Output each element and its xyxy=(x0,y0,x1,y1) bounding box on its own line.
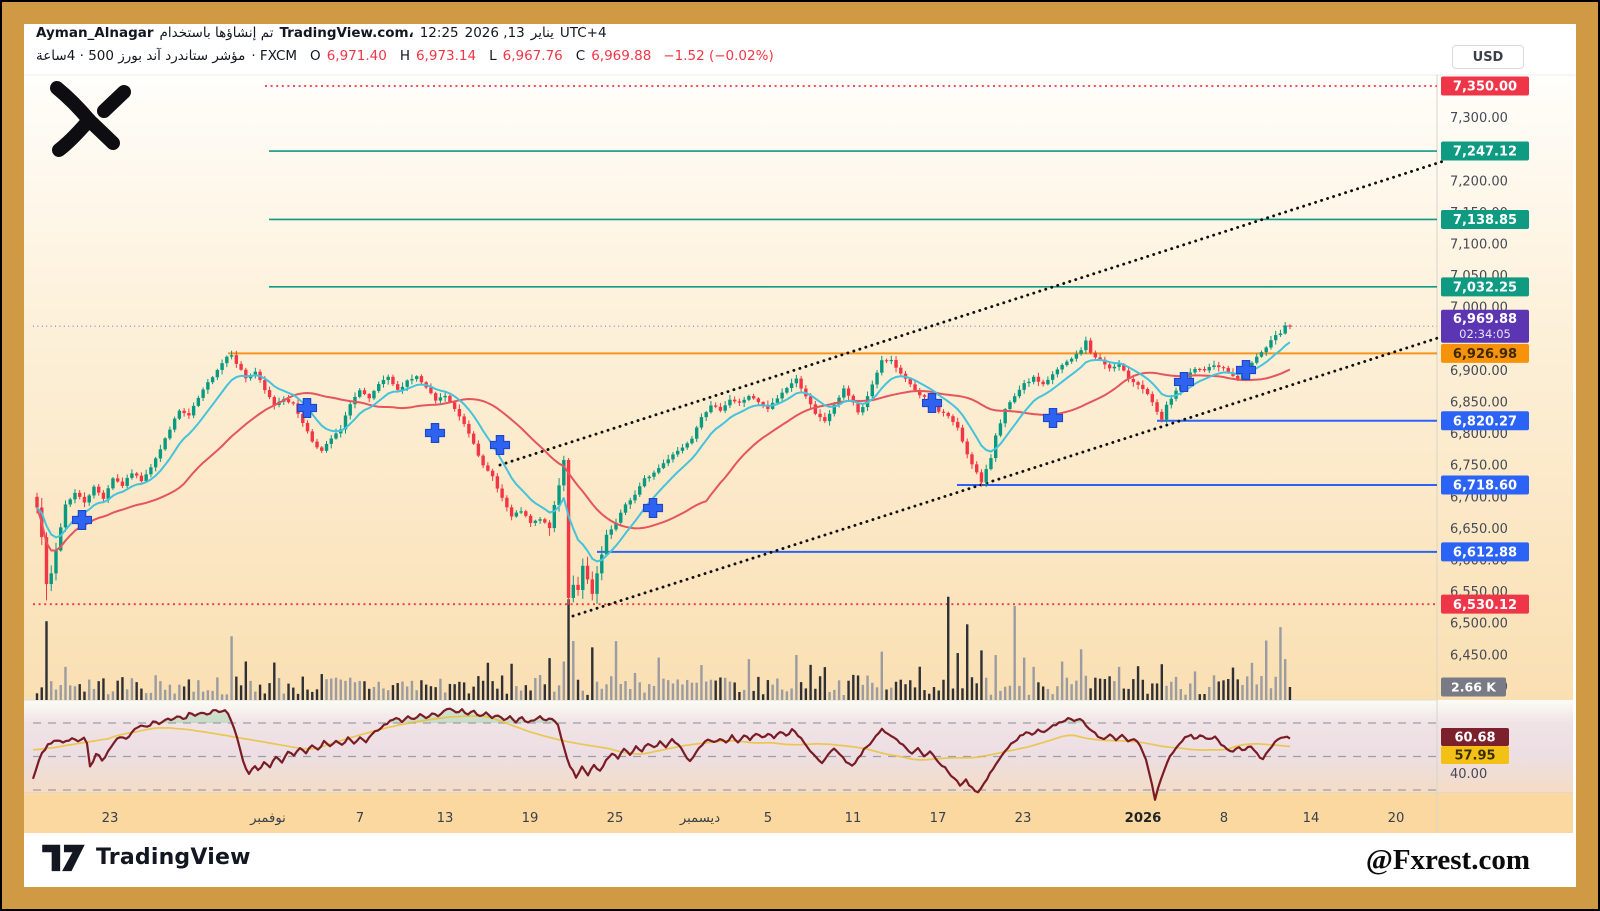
svg-text:7: 7 xyxy=(356,811,364,826)
svg-text:6,850.00: 6,850.00 xyxy=(1450,396,1508,411)
change-value: −1.52 (−0.02%) xyxy=(663,48,774,64)
symbol-name[interactable]: مؤشر ستاندرد آند بورز 500 · 4ساعة xyxy=(36,48,246,64)
svg-text:6,969.88: 6,969.88 xyxy=(1453,312,1517,327)
svg-text:17: 17 xyxy=(930,811,947,826)
svg-text:6,450.00: 6,450.00 xyxy=(1450,648,1508,663)
plus-markers xyxy=(71,360,1257,530)
currency-toggle-button[interactable]: USD xyxy=(1452,45,1524,69)
tradingview-logo-icon xyxy=(42,844,85,872)
svg-text:6,800.00: 6,800.00 xyxy=(1450,427,1508,442)
svg-text:6,926.98: 6,926.98 xyxy=(1453,347,1517,362)
svg-text:6,718.60: 6,718.60 xyxy=(1453,479,1517,494)
snapshot-month: يناير xyxy=(530,25,554,41)
username: Ayman_Alnagar xyxy=(36,25,154,41)
svg-text:57.95: 57.95 xyxy=(1454,749,1495,764)
footer-brand[interactable]: TradingView xyxy=(40,840,251,874)
svg-text:6,500.00: 6,500.00 xyxy=(1450,617,1508,632)
snapshot-timezone: UTC+4 xyxy=(559,25,607,41)
svg-text:60.68: 60.68 xyxy=(1454,731,1495,746)
open-value: 6,971.40 xyxy=(326,48,387,64)
created-with-label: تم إنشاؤها باستخدام xyxy=(159,25,274,41)
svg-text:7,350.00: 7,350.00 xyxy=(1453,80,1517,95)
open-label: O xyxy=(310,48,321,64)
snapshot-time: 12:25 xyxy=(419,25,459,41)
chart-background xyxy=(24,74,1576,833)
svg-text:6,820.27: 6,820.27 xyxy=(1453,414,1517,429)
tradingview-link[interactable]: TradingView.com، xyxy=(279,25,414,41)
svg-text:02:34:05: 02:34:05 xyxy=(1459,327,1511,341)
svg-text:11: 11 xyxy=(845,811,862,826)
svg-text:5: 5 xyxy=(764,811,772,826)
rsi-pane xyxy=(31,707,1437,801)
trendlines[interactable] xyxy=(498,158,1449,618)
svg-text:6,650.00: 6,650.00 xyxy=(1450,522,1508,537)
snapshot-date: 2026 ,13 xyxy=(464,25,525,41)
svg-text:20: 20 xyxy=(1388,811,1405,826)
svg-text:7,300.00: 7,300.00 xyxy=(1450,111,1508,126)
high-value: 6,973.14 xyxy=(415,48,477,64)
close-label: C xyxy=(575,48,586,64)
svg-text:40.00: 40.00 xyxy=(1450,767,1487,782)
ma-lines xyxy=(36,341,1291,563)
time-scale[interactable]: 23 نوفمبر 7 13 19 25 ديسمبر 5 11 17 23 2026 8 14 20 xyxy=(102,811,1405,826)
svg-text:6,612.88: 6,612.88 xyxy=(1453,546,1517,561)
brand-name: TradingView xyxy=(96,844,251,870)
svg-text:2.66 K: 2.66 K xyxy=(1451,680,1497,695)
svg-text:2026: 2026 xyxy=(1125,811,1162,826)
page-logo-x-icon xyxy=(50,81,131,157)
price-scale[interactable]: 7,300.007,200.007,150.007,100.007,050.00… xyxy=(1441,76,1529,782)
watermark-text: @Fxrest.com xyxy=(1365,844,1530,876)
volume-bars xyxy=(35,596,1292,700)
svg-text:ديسمبر: ديسمبر xyxy=(679,811,720,826)
low-label: L xyxy=(489,48,497,64)
svg-text:25: 25 xyxy=(607,811,624,826)
low-value: 6,967.76 xyxy=(502,48,563,64)
svg-text:7,100.00: 7,100.00 xyxy=(1450,238,1508,253)
close-value: 6,969.88 xyxy=(591,48,652,64)
attribution-bar: Ayman_Alnagar تم إنشاؤها باستخدام Tradin… xyxy=(36,25,607,41)
svg-text:6,530.12: 6,530.12 xyxy=(1453,598,1517,613)
high-label: H xyxy=(399,48,410,64)
svg-text:7,032.25: 7,032.25 xyxy=(1453,280,1517,295)
svg-text:6,750.00: 6,750.00 xyxy=(1450,459,1508,474)
svg-text:6,900.00: 6,900.00 xyxy=(1450,364,1508,379)
svg-text:نوفمبر: نوفمبر xyxy=(249,811,286,826)
svg-text:14: 14 xyxy=(1303,811,1320,826)
svg-text:7,138.85: 7,138.85 xyxy=(1453,213,1517,228)
svg-text:8: 8 xyxy=(1220,811,1228,826)
svg-text:19: 19 xyxy=(522,811,539,826)
svg-text:7,200.00: 7,200.00 xyxy=(1450,174,1508,189)
svg-text:13: 13 xyxy=(437,811,454,826)
svg-text:23: 23 xyxy=(102,811,119,826)
level-lines[interactable] xyxy=(33,85,1437,606)
exchange-label: · FXCM xyxy=(251,48,298,64)
symbol-info-bar: مؤشر ستاندرد آند بورز 500 · 4ساعة · FXCM… xyxy=(36,48,774,64)
svg-text:23: 23 xyxy=(1015,811,1032,826)
svg-text:7,247.12: 7,247.12 xyxy=(1453,145,1517,160)
